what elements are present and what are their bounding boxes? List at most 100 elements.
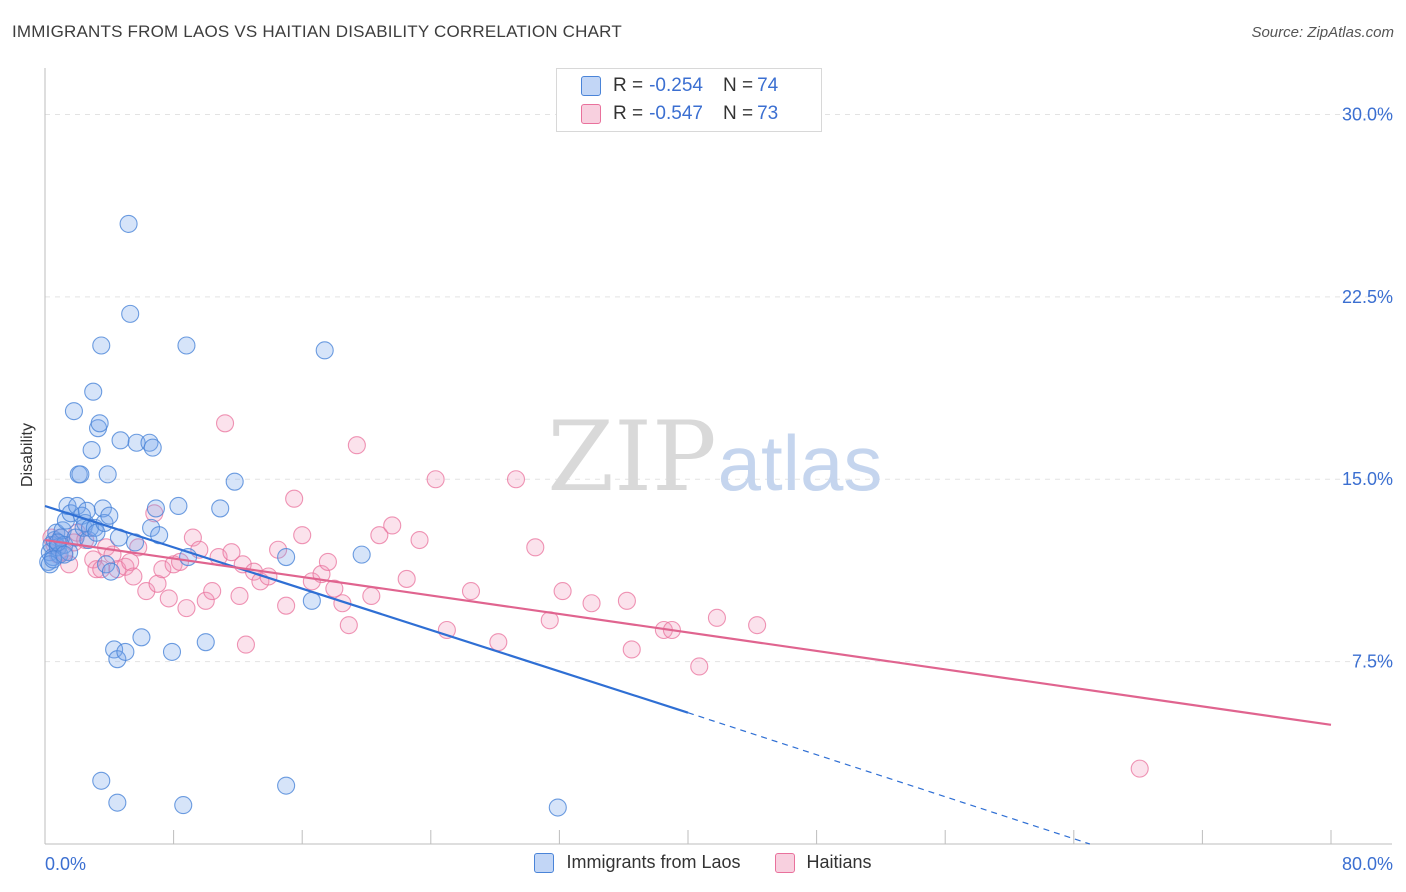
haitians-point	[203, 582, 222, 601]
haitians-point	[124, 567, 143, 586]
laos-point	[315, 341, 334, 360]
laos-point	[211, 499, 230, 518]
laos-point	[90, 414, 109, 433]
legend-item-haitians[interactable]: Haitians	[774, 852, 872, 873]
haitians-point	[215, 414, 235, 433]
legend-r-value: -0.254	[649, 75, 703, 96]
y-tick-label: 15.0%	[1342, 469, 1393, 489]
haitians-point	[582, 594, 601, 613]
haitians-swatch	[581, 104, 601, 124]
haitians-point	[121, 552, 140, 571]
haitians-point	[293, 526, 312, 545]
laos-point	[162, 642, 182, 661]
laos-point	[174, 796, 193, 815]
haitians-point	[177, 599, 196, 618]
haitians-point	[370, 526, 389, 545]
haitians-point	[285, 489, 304, 508]
haitians-point	[489, 633, 508, 652]
laos-point	[93, 499, 112, 518]
haitians-point	[318, 552, 337, 571]
y-tick-label: 7.5%	[1352, 652, 1393, 672]
legend-r-label: R =	[613, 103, 644, 124]
laos-point	[277, 548, 296, 567]
haitians-point	[347, 436, 366, 455]
haitians-point	[526, 538, 545, 557]
laos-point	[121, 304, 140, 323]
laos-point	[55, 545, 74, 564]
haitians-point	[159, 589, 178, 608]
haitians-point	[617, 591, 636, 610]
laos-point	[169, 496, 188, 516]
laos-swatch	[581, 76, 601, 96]
haitians-trend-line	[44, 538, 1332, 726]
laos-point	[40, 555, 59, 574]
legend-n-value: 73	[757, 103, 779, 124]
axes	[44, 68, 1392, 845]
grid-lines	[45, 113, 1392, 663]
haitians-point	[137, 582, 156, 601]
laos-trend-line	[44, 504, 689, 714]
laos-trend-extension	[687, 712, 1091, 845]
haitians-point	[426, 470, 445, 489]
y-tick-label: 30.0%	[1342, 104, 1393, 124]
trend-lines	[44, 504, 1332, 845]
laos-point	[105, 640, 124, 659]
watermark-zip: ZIP	[547, 401, 716, 513]
laos-points	[39, 214, 567, 817]
haitians-point	[553, 582, 572, 601]
y-tick-label: 22.5%	[1342, 287, 1393, 307]
laos-point	[43, 550, 63, 569]
haitians-point	[410, 530, 429, 550]
laos-point	[177, 336, 196, 355]
haitians-point	[1130, 759, 1149, 778]
legend-item-laos[interactable]: Immigrants from Laos	[534, 852, 741, 873]
laos-point	[108, 793, 127, 812]
laos-point	[116, 642, 135, 661]
laos-point	[101, 562, 120, 581]
haitians-point	[339, 616, 358, 635]
legend-r-value: -0.547	[649, 103, 703, 124]
laos-point	[82, 441, 101, 460]
haitians-point	[707, 608, 726, 627]
haitians-point	[397, 569, 416, 588]
chart-title: IMMIGRANTS FROM LAOS VS HAITIAN DISABILI…	[12, 22, 622, 41]
haitians-legend-swatch	[774, 852, 795, 873]
legend-n-value: 74	[757, 75, 779, 96]
legend-n-label: N =	[722, 75, 754, 96]
x-tick-label: 80.0%	[1342, 854, 1393, 874]
x-tick-label: 0.0%	[45, 854, 86, 874]
laos-point	[352, 545, 371, 564]
laos-point	[225, 472, 244, 491]
legend-r-label: R =	[613, 75, 644, 96]
laos-point	[98, 465, 117, 484]
haitians-point	[153, 560, 172, 579]
haitians-point	[129, 538, 148, 557]
laos-point	[302, 591, 321, 610]
laos-point	[143, 438, 162, 457]
watermark: ZIP atlas	[547, 401, 882, 513]
legend-row-haitians: R = -0.547 N = 73	[581, 101, 778, 127]
haitians-point	[222, 543, 241, 562]
laos-point	[111, 431, 130, 450]
laos-point	[119, 214, 138, 233]
haitians-point	[87, 560, 106, 579]
laos-point	[71, 465, 90, 484]
haitians-point	[461, 582, 481, 601]
laos-point	[100, 506, 119, 525]
haitians-point	[196, 591, 215, 610]
tick-labels: 7.5% 15.0% 22.5% 30.0% 0.0% 80.0%	[45, 104, 1393, 874]
haitians-point	[277, 596, 296, 615]
correlation-legend: R = -0.254 N = 74 R = -0.547 N = 73	[556, 68, 822, 132]
haitians-point	[362, 586, 381, 606]
laos-point	[146, 499, 165, 518]
laos-point	[84, 382, 103, 401]
haitians-point	[506, 470, 526, 489]
haitians-point	[148, 574, 167, 593]
laos-point	[64, 402, 83, 421]
haitians-point	[622, 640, 641, 659]
laos-point	[132, 628, 151, 647]
legend-row-laos: R = -0.254 N = 74	[581, 73, 778, 99]
haitians-point	[690, 657, 709, 676]
haitians-point	[748, 616, 767, 635]
laos-point	[196, 633, 215, 652]
